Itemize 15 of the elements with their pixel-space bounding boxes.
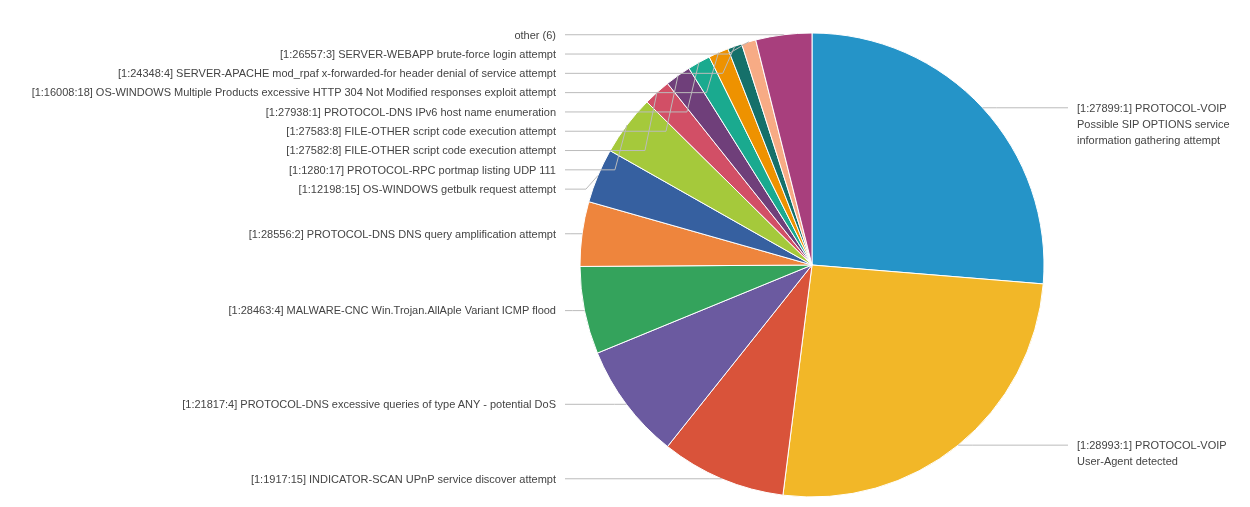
slice-label: [1:28993:1] PROTOCOL-VOIP User-Agent detected (1077, 438, 1227, 467)
slice-label: [1:27899:1] PROTOCOL-VOIP Possible SIP OPTIONS service information gathering attempt (1077, 101, 1230, 146)
slice-label: [1:27582:8] FILE-OTHER script code execution attempt (286, 144, 556, 157)
slice-label: other (6) (514, 28, 556, 41)
slice-label: [1:27938:1] PROTOCOL-DNS IPv6 host name enumeration (265, 105, 556, 118)
slice-label: [1:21817:4] PROTOCOL-DNS excessive queries of type ANY - potential DoS (182, 398, 556, 411)
slice-label: [1:1917:15] INDICATOR-SCAN UPnP service discover attempt (250, 472, 556, 485)
slice-label: [1:26557:3] SERVER-WEBAPP brute-force login attempt (280, 47, 556, 60)
slice-label: [1:28463:4] MALWARE-CNC Win.Trojan.AllAple Variant ICMP flood (228, 304, 556, 317)
slice-label: [1:27583:8] FILE-OTHER script code execution attempt (286, 125, 556, 138)
slice-label: [1:28556:2] PROTOCOL-DNS DNS query amplification attempt (248, 227, 556, 240)
slice-label: [1:16008:18] OS-WINDOWS Multiple Products excessive HTTP 304 Not Modified responses exploit attempt (31, 86, 556, 99)
slice-label: [1:12198:15] OS-WINDOWS getbulk request attempt (298, 182, 556, 195)
slice-label: [1:1280:17] PROTOCOL-RPC portmap listing UDP 111 (289, 163, 556, 176)
slice-label: [1:24348:4] SERVER-APACHE mod_rpaf x-forwarded-for header denial of service attempt (118, 67, 556, 80)
